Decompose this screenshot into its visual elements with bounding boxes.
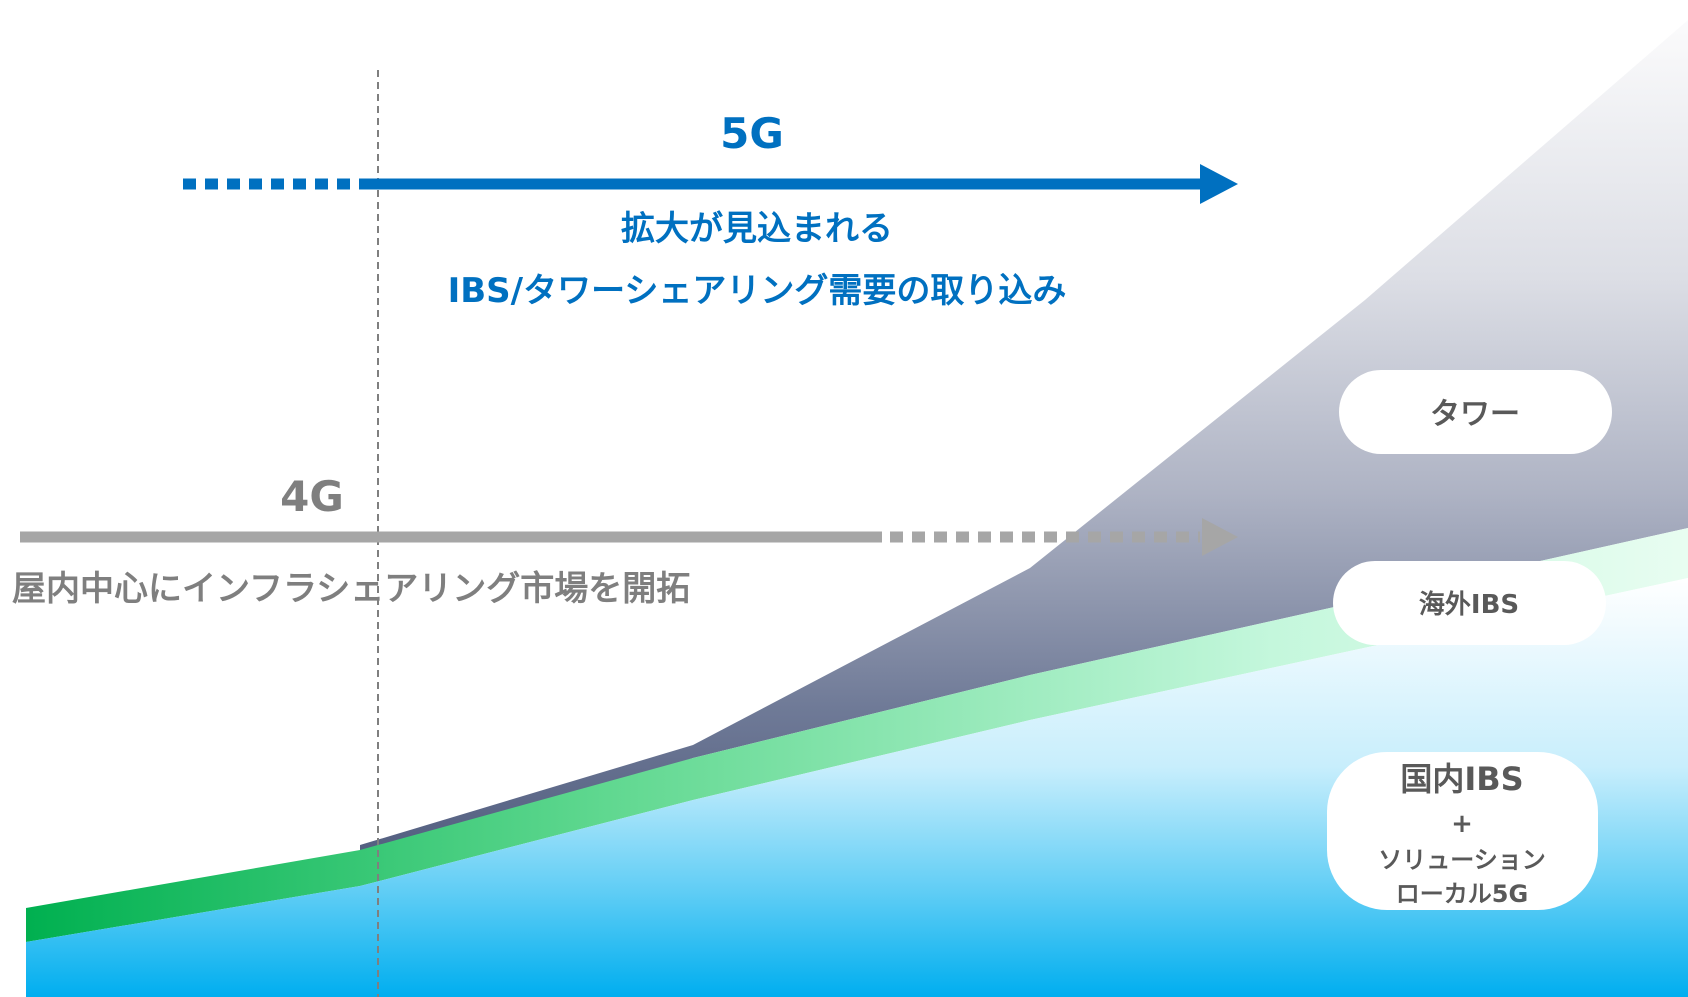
4g-caption: 屋内中心にインフラシェアリング市場を開拓 bbox=[12, 569, 690, 609]
domestic-ibs-label: 国内IBS bbox=[1400, 760, 1523, 798]
4g-arrow-head bbox=[1202, 518, 1238, 556]
5g-caption-line1: 拡大が見込まれる bbox=[621, 209, 893, 249]
5g-caption-line2: IBS/タワーシェアリング需要の取り込み bbox=[448, 271, 1067, 311]
domestic-ibs-label-pill bbox=[1327, 752, 1598, 910]
domestic-plus-label: + bbox=[1451, 809, 1473, 839]
tower-label-pill bbox=[1339, 370, 1612, 454]
overseas-ibs-label: 海外IBS bbox=[1419, 590, 1519, 620]
4g-title: 4G bbox=[280, 472, 344, 521]
tower-label: タワー bbox=[1430, 397, 1520, 432]
5g-title: 5G bbox=[720, 109, 784, 158]
overseas-ibs-band bbox=[26, 528, 1688, 942]
solution-label: ソリューション bbox=[1378, 846, 1546, 874]
domestic-ibs-area bbox=[26, 578, 1688, 997]
local-5g-label: ローカル5G bbox=[1396, 880, 1528, 908]
5g-arrow-head bbox=[1200, 164, 1238, 204]
overseas-ibs-label-pill bbox=[1333, 561, 1606, 645]
